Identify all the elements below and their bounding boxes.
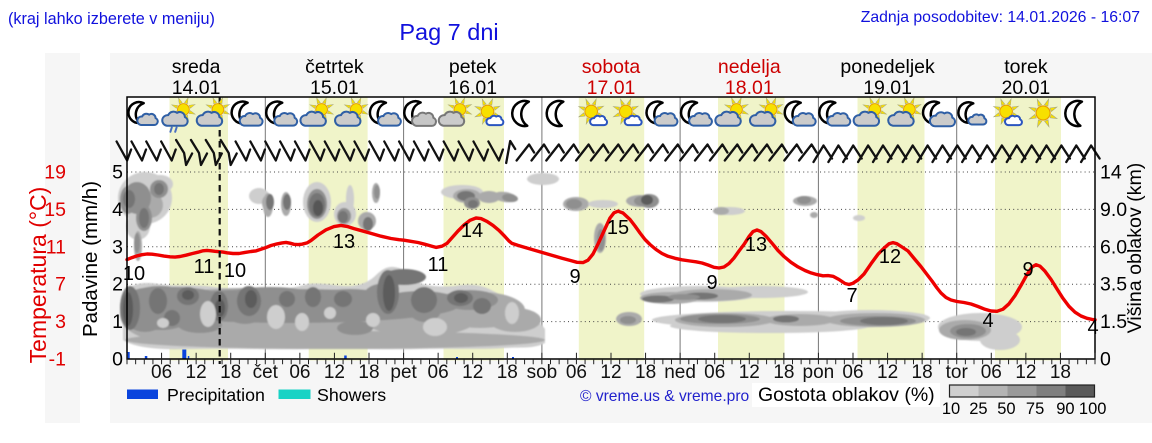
- svg-text:75: 75: [1026, 400, 1044, 418]
- svg-text:0: 0: [1100, 349, 1111, 371]
- svg-text:6.0: 6.0: [1100, 236, 1127, 258]
- svg-text:(kraj lahko izberete v meniju): (kraj lahko izberete v meniju): [8, 10, 215, 28]
- svg-text:0: 0: [112, 349, 123, 371]
- svg-text:12: 12: [879, 246, 901, 268]
- svg-text:12: 12: [877, 362, 898, 383]
- svg-text:sreda: sreda: [172, 56, 221, 78]
- svg-text:18.01: 18.01: [725, 77, 774, 99]
- svg-text:12: 12: [186, 362, 207, 383]
- svg-text:ned: ned: [664, 362, 696, 383]
- svg-text:9: 9: [569, 266, 580, 288]
- svg-text:06: 06: [566, 362, 587, 383]
- svg-text:Showers: Showers: [317, 385, 386, 405]
- svg-text:11: 11: [46, 236, 66, 258]
- svg-text:18: 18: [773, 362, 794, 383]
- svg-text:4: 4: [112, 199, 123, 221]
- svg-text:petek: petek: [449, 56, 497, 78]
- svg-text:Temperatura (°C): Temperatura (°C): [25, 187, 51, 364]
- svg-text:06: 06: [289, 362, 310, 383]
- svg-text:18: 18: [497, 362, 518, 383]
- svg-text:Pag 7 dni: Pag 7 dni: [399, 19, 498, 45]
- svg-text:7: 7: [846, 285, 857, 307]
- svg-text:tor: tor: [946, 362, 969, 383]
- svg-text:25: 25: [969, 400, 987, 418]
- svg-text:06: 06: [428, 362, 449, 383]
- svg-text:sobota: sobota: [582, 56, 641, 78]
- svg-text:18: 18: [635, 362, 656, 383]
- svg-text:Precipitation: Precipitation: [167, 385, 265, 405]
- svg-text:06: 06: [151, 362, 172, 383]
- svg-text:18: 18: [1050, 362, 1071, 383]
- svg-text:© vreme.us & vreme.pro: © vreme.us & vreme.pro: [580, 388, 750, 405]
- svg-text:1.5: 1.5: [1100, 311, 1127, 333]
- svg-text:12: 12: [600, 362, 621, 383]
- svg-text:3.5: 3.5: [1100, 274, 1127, 296]
- svg-text:90: 90: [1056, 400, 1074, 418]
- svg-text:10: 10: [224, 260, 246, 282]
- svg-text:torek: torek: [1004, 56, 1048, 78]
- svg-text:11: 11: [428, 254, 449, 276]
- svg-text:15: 15: [44, 199, 66, 221]
- svg-text:nedelja: nedelja: [718, 56, 781, 78]
- svg-text:15.01: 15.01: [310, 77, 359, 99]
- svg-text:18: 18: [358, 362, 379, 383]
- svg-text:Zadnja posodobitev: 14.01.2026: Zadnja posodobitev: 14.01.2026 - 16:07: [861, 9, 1140, 26]
- svg-text:Višina oblakov (km): Višina oblakov (km): [1124, 163, 1146, 334]
- svg-text:14: 14: [461, 220, 483, 242]
- svg-text:četrtek: četrtek: [305, 56, 364, 78]
- svg-text:3: 3: [112, 236, 123, 258]
- svg-text:06: 06: [704, 362, 725, 383]
- svg-text:18: 18: [220, 362, 241, 383]
- svg-text:5: 5: [112, 162, 123, 184]
- svg-text:4: 4: [982, 310, 993, 332]
- svg-text:11: 11: [194, 256, 215, 278]
- svg-text:06: 06: [981, 362, 1002, 383]
- svg-text:50: 50: [997, 400, 1015, 418]
- svg-text:18: 18: [912, 362, 933, 383]
- svg-text:20.01: 20.01: [1001, 77, 1050, 99]
- svg-text:pon: pon: [803, 362, 835, 383]
- svg-text:Padavine (mm/h): Padavine (mm/h): [79, 181, 102, 337]
- svg-text:14.01: 14.01: [172, 77, 221, 99]
- svg-text:ponedeljek: ponedeljek: [840, 56, 935, 78]
- svg-text:1: 1: [112, 311, 123, 333]
- svg-text:06: 06: [842, 362, 863, 383]
- svg-text:2: 2: [112, 274, 123, 296]
- svg-text:12: 12: [462, 362, 483, 383]
- svg-text:9: 9: [706, 272, 717, 294]
- svg-text:9.0: 9.0: [1100, 199, 1127, 221]
- svg-text:14: 14: [1100, 162, 1122, 184]
- svg-text:17.01: 17.01: [587, 77, 636, 99]
- svg-text:13: 13: [333, 231, 355, 253]
- svg-text:-1: -1: [49, 349, 66, 371]
- svg-text:čet: čet: [253, 362, 279, 383]
- svg-text:10: 10: [123, 263, 145, 285]
- svg-text:pet: pet: [390, 362, 417, 383]
- svg-text:10: 10: [942, 400, 960, 418]
- svg-text:16.01: 16.01: [448, 77, 497, 99]
- svg-text:3: 3: [55, 311, 66, 333]
- svg-text:100: 100: [1079, 400, 1107, 418]
- svg-text:4: 4: [1087, 317, 1098, 339]
- svg-text:12: 12: [1015, 362, 1036, 383]
- svg-text:13: 13: [745, 234, 767, 256]
- svg-text:sob: sob: [527, 362, 558, 383]
- svg-text:19.01: 19.01: [863, 77, 912, 99]
- svg-text:19: 19: [44, 162, 66, 184]
- svg-text:7: 7: [55, 274, 66, 296]
- svg-text:Gostota oblakov (%): Gostota oblakov (%): [758, 384, 935, 406]
- svg-text:12: 12: [739, 362, 760, 383]
- svg-text:12: 12: [324, 362, 345, 383]
- svg-text:15: 15: [607, 217, 629, 239]
- svg-text:9: 9: [1022, 259, 1033, 281]
